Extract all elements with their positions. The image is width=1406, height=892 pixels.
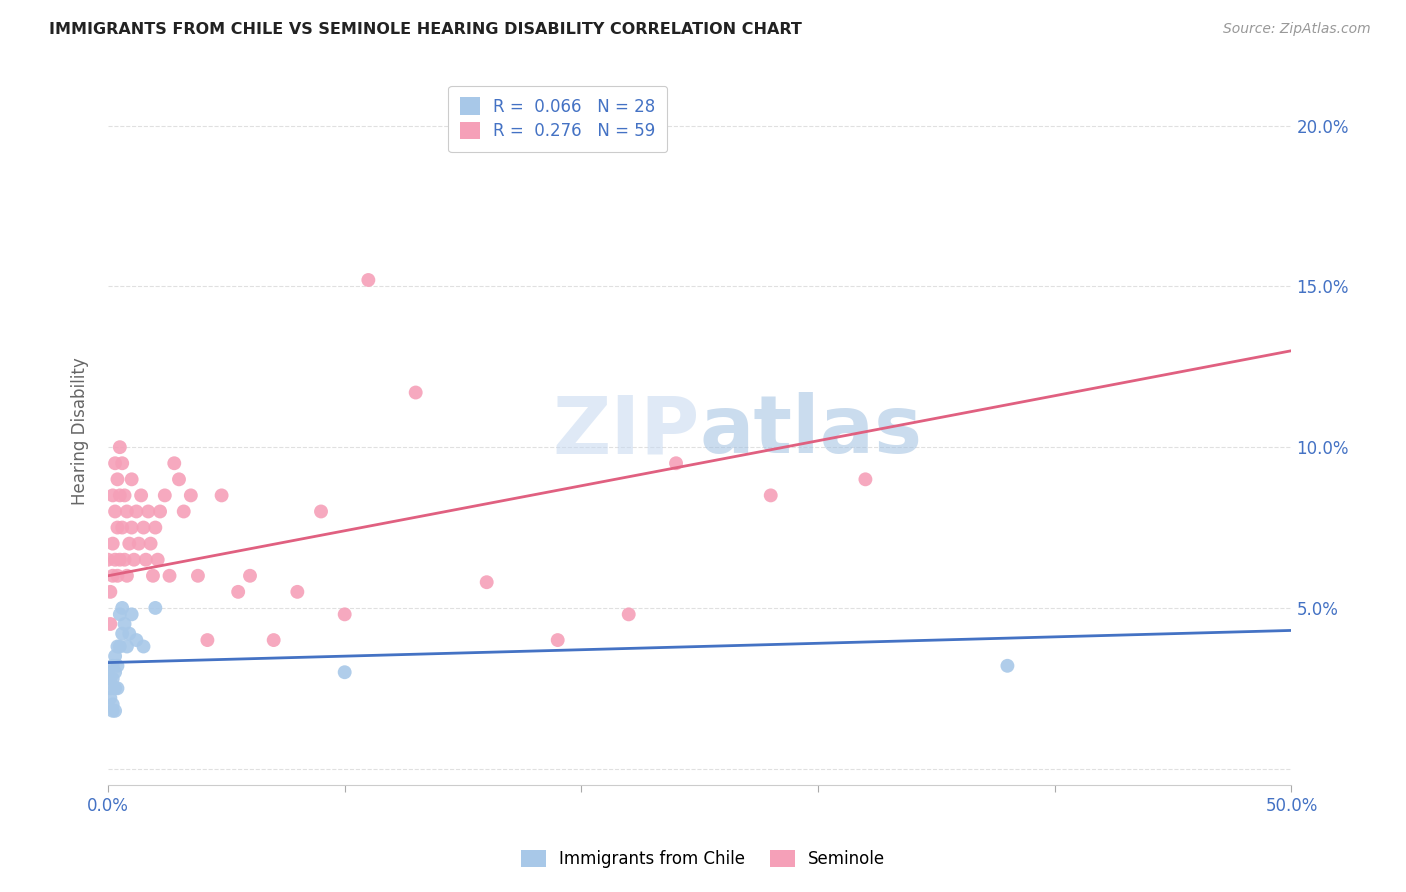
Point — [101, 698, 124, 712]
Point — [101, 672, 124, 686]
Point — [136, 504, 159, 518]
Point — [357, 273, 380, 287]
Point — [114, 552, 136, 566]
Y-axis label: Hearing Disability: Hearing Disability — [72, 357, 89, 505]
Point — [167, 472, 190, 486]
Point — [98, 672, 121, 686]
Point — [122, 552, 145, 566]
Point — [97, 665, 120, 680]
Point — [128, 536, 150, 550]
Point — [617, 607, 640, 622]
Point — [111, 520, 134, 534]
Point — [101, 658, 124, 673]
Point — [163, 456, 186, 470]
Point — [104, 456, 127, 470]
Point — [98, 681, 121, 696]
Point — [98, 617, 121, 632]
Point — [475, 575, 498, 590]
Point — [114, 488, 136, 502]
Point — [97, 552, 120, 566]
Point — [107, 681, 129, 696]
Point — [139, 536, 162, 550]
Point — [132, 520, 155, 534]
Point — [115, 504, 138, 518]
Point — [108, 552, 131, 566]
Legend: R =  0.066   N = 28, R =  0.276   N = 59: R = 0.066 N = 28, R = 0.276 N = 59 — [449, 86, 668, 153]
Point — [115, 568, 138, 582]
Point — [149, 504, 172, 518]
Point — [104, 649, 127, 664]
Point — [114, 617, 136, 632]
Point — [101, 488, 124, 502]
Text: ZIP: ZIP — [553, 392, 700, 470]
Point — [153, 488, 176, 502]
Point — [180, 488, 202, 502]
Point — [111, 626, 134, 640]
Point — [115, 640, 138, 654]
Point — [108, 440, 131, 454]
Point — [146, 552, 169, 566]
Point — [197, 633, 219, 648]
Point — [226, 585, 249, 599]
Point — [108, 607, 131, 622]
Point — [104, 552, 127, 566]
Point — [405, 385, 427, 400]
Point — [997, 658, 1019, 673]
Point — [107, 568, 129, 582]
Point — [132, 640, 155, 654]
Point — [121, 472, 143, 486]
Text: atlas: atlas — [700, 392, 922, 470]
Point — [143, 520, 166, 534]
Point — [665, 456, 688, 470]
Point — [173, 504, 195, 518]
Point — [108, 488, 131, 502]
Point — [135, 552, 157, 566]
Point — [108, 640, 131, 654]
Point — [309, 504, 332, 518]
Point — [142, 568, 165, 582]
Point — [759, 488, 782, 502]
Point — [285, 585, 308, 599]
Point — [263, 633, 285, 648]
Point — [104, 704, 127, 718]
Point — [111, 601, 134, 615]
Point — [211, 488, 233, 502]
Point — [101, 568, 124, 582]
Point — [98, 585, 121, 599]
Text: Source: ZipAtlas.com: Source: ZipAtlas.com — [1223, 22, 1371, 37]
Point — [547, 633, 569, 648]
Point — [104, 665, 127, 680]
Point — [333, 607, 356, 622]
Text: IMMIGRANTS FROM CHILE VS SEMINOLE HEARING DISABILITY CORRELATION CHART: IMMIGRANTS FROM CHILE VS SEMINOLE HEARIN… — [49, 22, 801, 37]
Point — [129, 488, 152, 502]
Point — [143, 601, 166, 615]
Point — [107, 520, 129, 534]
Point — [118, 626, 141, 640]
Point — [125, 633, 148, 648]
Point — [333, 665, 356, 680]
Point — [125, 504, 148, 518]
Legend: Immigrants from Chile, Seminole: Immigrants from Chile, Seminole — [515, 843, 891, 875]
Point — [101, 536, 124, 550]
Point — [855, 472, 877, 486]
Point — [107, 472, 129, 486]
Point — [111, 456, 134, 470]
Point — [98, 690, 121, 705]
Point — [107, 640, 129, 654]
Point — [118, 536, 141, 550]
Point — [159, 568, 181, 582]
Point — [121, 520, 143, 534]
Point — [187, 568, 209, 582]
Point — [104, 681, 127, 696]
Point — [101, 704, 124, 718]
Point — [121, 607, 143, 622]
Point — [239, 568, 262, 582]
Point — [104, 504, 127, 518]
Point — [107, 658, 129, 673]
